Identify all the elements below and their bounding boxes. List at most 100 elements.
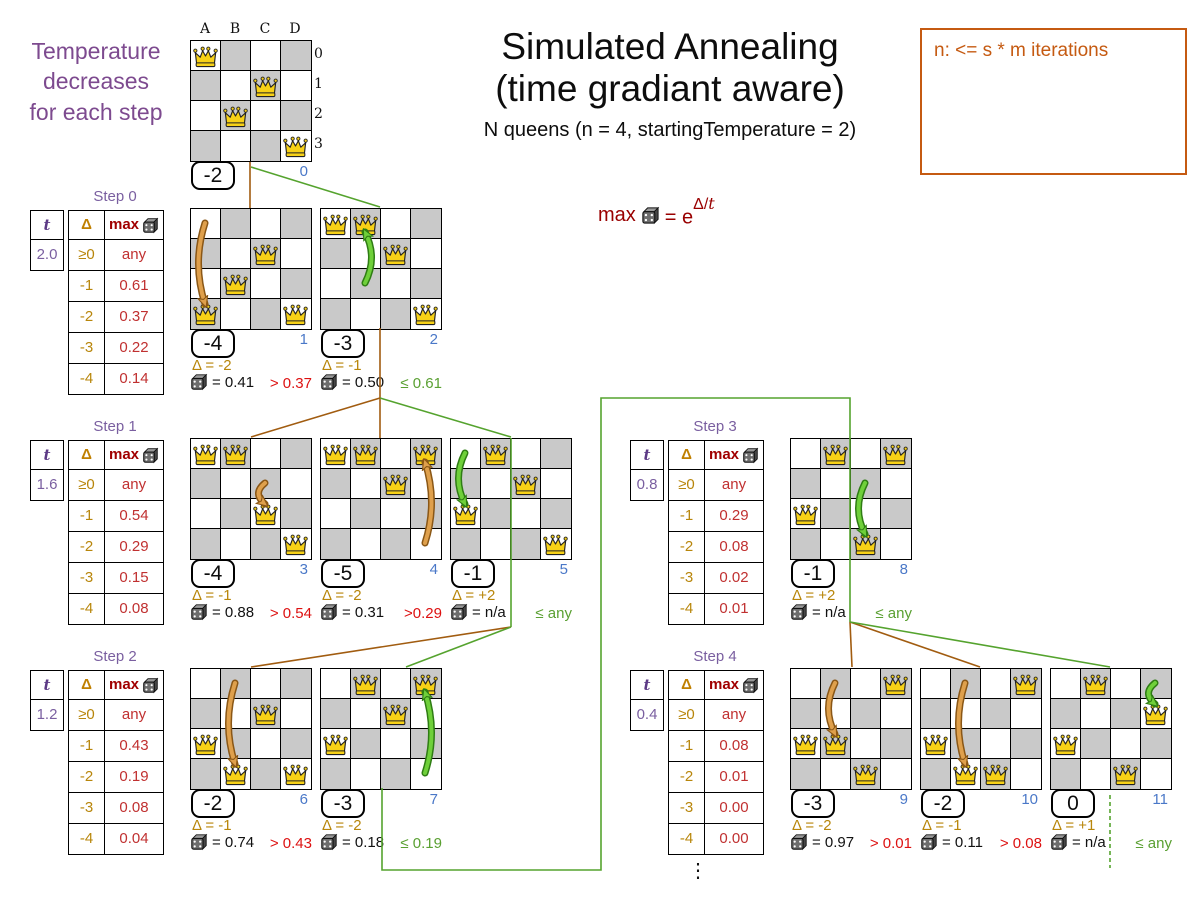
board-cell <box>351 729 381 759</box>
board-cell <box>851 699 881 729</box>
acceptance-table-row: ≥0 any <box>669 700 763 731</box>
queen-icon <box>252 701 279 727</box>
board-cell <box>381 299 411 329</box>
dice-icon <box>190 603 208 621</box>
dice-annotation: = n/a <box>1050 833 1106 851</box>
board-cell <box>541 529 571 559</box>
max-cell: any <box>721 706 747 723</box>
temperature-header: t <box>31 671 63 700</box>
board-cell <box>251 269 281 299</box>
board-cell <box>791 699 821 729</box>
board-index: 11 <box>1152 791 1168 808</box>
board-cell <box>191 669 221 699</box>
board-cell <box>221 131 251 161</box>
board-cell <box>451 499 481 529</box>
board-7 <box>320 668 442 790</box>
board-cell <box>351 209 381 239</box>
dice-value: = 0.74 <box>212 833 255 851</box>
dice-icon <box>142 447 159 464</box>
queen-icon <box>822 731 849 757</box>
board-cell <box>921 759 951 789</box>
queen-icon <box>382 471 409 497</box>
board-cell <box>221 529 251 559</box>
board-cell <box>191 71 221 101</box>
acceptance-table-row: -2 0.08 <box>669 532 763 563</box>
board-cell <box>951 699 981 729</box>
step-label: Step 2 <box>93 648 137 665</box>
delta-annotation: Δ = +2 <box>792 587 836 604</box>
board-cell <box>251 699 281 729</box>
board-cell <box>251 239 281 269</box>
threshold-annotation: ≤ any <box>535 605 572 622</box>
acceptance-table-row: -2 0.29 <box>69 532 163 563</box>
board-9 <box>790 668 912 790</box>
board-cell <box>221 209 251 239</box>
board-cell <box>411 669 441 699</box>
board-cell <box>321 299 351 329</box>
board-cell <box>321 269 351 299</box>
board-cell <box>921 669 951 699</box>
max-cell: 0.37 <box>119 308 149 325</box>
board-cell <box>821 759 851 789</box>
queen-icon <box>352 441 379 467</box>
dice-icon <box>320 833 338 851</box>
delta-annotation: Δ = -1 <box>192 817 232 834</box>
temperature-value: 0.8 <box>636 476 658 493</box>
delta-cell: -1 <box>69 501 105 531</box>
queen-icon <box>852 761 879 787</box>
delta-cell: ≥0 <box>69 700 105 730</box>
iterations-note-box: n: <= s * m iterations <box>920 28 1187 175</box>
temperature-table: t 1.2 <box>30 670 64 731</box>
board-cell <box>351 669 381 699</box>
score-badge: -2 <box>191 161 235 190</box>
max-cell: 0.22 <box>119 339 149 356</box>
board-cell <box>221 469 251 499</box>
delta-annotation: Δ = -1 <box>922 817 962 834</box>
board-index: 4 <box>429 561 438 578</box>
delta-cell: -3 <box>69 563 105 593</box>
delta-cell: -2 <box>669 532 705 562</box>
score-badge: -1 <box>451 559 495 588</box>
max-column-header: max <box>105 211 163 239</box>
queen-icon <box>222 441 249 467</box>
delta-cell: ≥0 <box>69 240 105 270</box>
board-cell <box>791 529 821 559</box>
board-cell <box>821 699 851 729</box>
board-cell <box>1111 669 1141 699</box>
queen-icon <box>322 441 349 467</box>
board-cell <box>881 499 911 529</box>
temperature-value: 0.4 <box>636 706 658 723</box>
delta-annotation: Δ = -2 <box>322 817 362 834</box>
board-cell <box>1051 669 1081 699</box>
queen-icon <box>282 761 309 787</box>
max-cell: any <box>121 476 147 493</box>
max-cell: 0.29 <box>719 507 749 524</box>
score-badge: -2 <box>191 789 235 818</box>
temperature-note-line: for each step <box>29 98 163 125</box>
board-cell <box>451 469 481 499</box>
dice-icon <box>450 603 468 621</box>
step-label: Step 0 <box>93 188 137 205</box>
threshold-annotation: > 0.54 <box>269 605 312 622</box>
board-cell <box>251 299 281 329</box>
board-cell <box>191 439 221 469</box>
temperature-header: t <box>631 671 663 700</box>
queen-icon <box>792 501 819 527</box>
board-cell <box>281 239 311 269</box>
board-cell <box>1111 699 1141 729</box>
board-cell <box>1011 699 1041 729</box>
board-cell <box>191 101 221 131</box>
board-cell <box>251 469 281 499</box>
board-cell <box>221 669 251 699</box>
queen-icon <box>452 501 479 527</box>
title-line-2: (time gradiant aware) <box>495 68 845 110</box>
board-cell <box>221 269 251 299</box>
board-cell <box>921 699 951 729</box>
dice-icon <box>641 206 660 225</box>
acceptance-table-row: -4 0.00 <box>669 824 763 854</box>
queen-icon <box>822 441 849 467</box>
queen-icon <box>252 241 279 267</box>
board-cell <box>411 529 441 559</box>
